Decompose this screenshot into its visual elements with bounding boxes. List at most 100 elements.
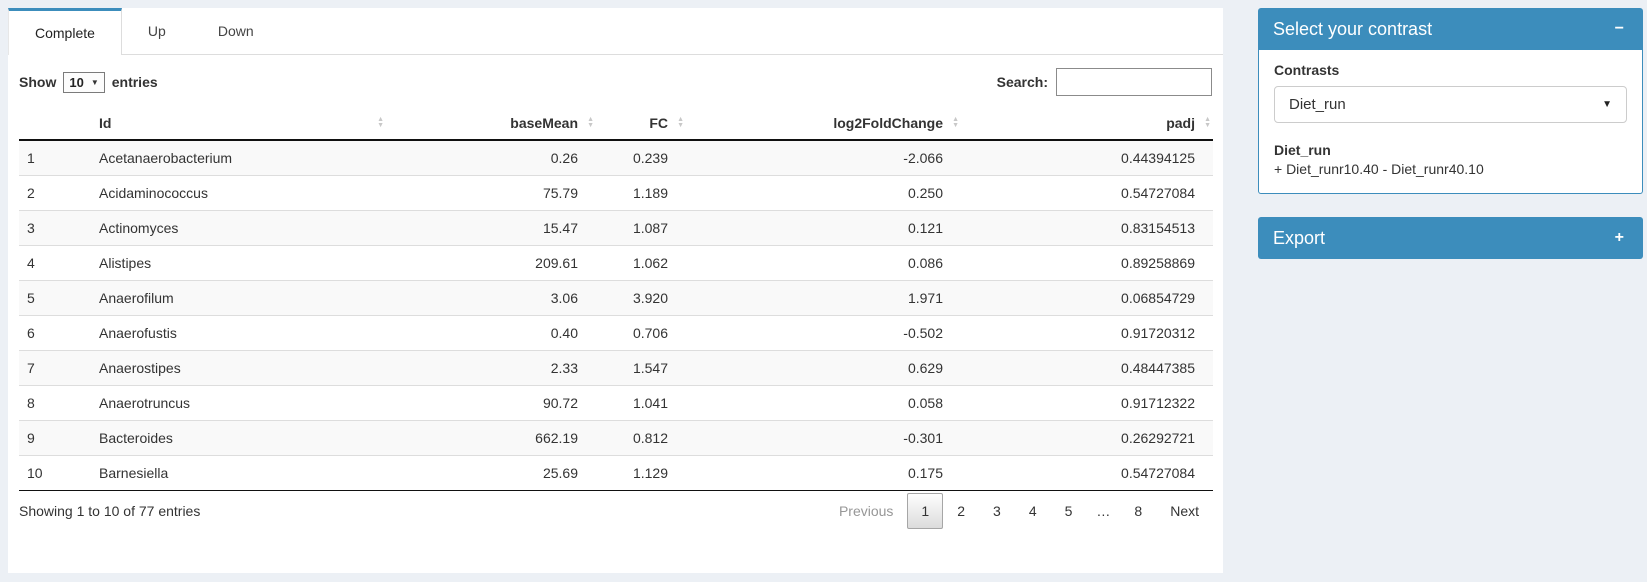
table-row[interactable]: 5 Anaerofilum 3.06 3.920 1.971 0.0685472… xyxy=(19,280,1213,316)
table-info: Showing 1 to 10 of 77 entries xyxy=(19,503,201,519)
cell-log2fc: 0.250 xyxy=(686,175,961,211)
column-header-rownum xyxy=(19,107,91,141)
cell-basemean: 0.26 xyxy=(550,150,578,166)
results-panel: Complete Up Down Show 10 ▼ entries Searc… xyxy=(8,8,1223,573)
page-button-1[interactable]: 1 xyxy=(907,493,944,529)
column-header-log2foldchange[interactable]: log2FoldChange ▲ ▼ xyxy=(686,107,961,141)
cell-basemean: 0.40 xyxy=(386,315,596,351)
contrast-box-title: Select your contrast xyxy=(1273,18,1433,39)
table-row[interactable]: 8 Anaerotruncus 90.72 1.041 0.058 0.9171… xyxy=(19,385,1213,421)
cell-log2fc: 0.175 xyxy=(686,455,961,491)
table-search-control: Search: xyxy=(997,68,1212,96)
contrast-name: Diet_run xyxy=(1274,142,1331,158)
cell-padj: 0.54727084 xyxy=(961,455,1213,491)
tab-up-label: Up xyxy=(147,23,166,39)
cell-id: Actinomyces xyxy=(91,210,386,246)
cell-fc: 0.812 xyxy=(596,420,686,456)
sort-icon: ▲ ▼ xyxy=(1204,116,1211,129)
sort-icon: ▲ ▼ xyxy=(952,116,959,129)
cell-basemean: 90.72 xyxy=(386,385,596,421)
cell-basemean: 3.06 xyxy=(386,280,596,316)
page-length-control: Show 10 ▼ entries xyxy=(19,71,158,93)
cell-fc: 1.062 xyxy=(596,245,686,281)
cell-padj: 0.89258869 xyxy=(961,245,1213,281)
contrast-box-header: Select your contrast − xyxy=(1258,8,1643,50)
results-tabs: Complete Up Down xyxy=(8,8,1223,55)
column-header-padj[interactable]: padj ▲ ▼ xyxy=(961,107,1213,141)
page-button-8[interactable]: 8 xyxy=(1134,503,1143,519)
page-button-2[interactable]: 2 xyxy=(957,503,966,519)
cell-log2fc: 0.629 xyxy=(686,350,961,386)
search-input[interactable] xyxy=(1056,68,1212,96)
tab-complete-label: Complete xyxy=(35,25,95,41)
cell-padj: 0.48447385 xyxy=(961,350,1213,386)
cell-log2fc: 0.086 xyxy=(686,245,961,281)
cell-fc: 1.547 xyxy=(596,350,686,386)
results-table: Id ▲ ▼ baseMean ▲ ▼ FC ▲ ▼ log2FoldChange ▲… xyxy=(19,107,1213,491)
next-page-button[interactable]: Next xyxy=(1170,503,1199,519)
contrast-select[interactable]: Diet_run ▼ xyxy=(1274,86,1627,123)
sort-icon: ▲ ▼ xyxy=(377,116,384,129)
cell-padj: 0.83154513 xyxy=(961,210,1213,246)
cell-padj: 0.91712322 xyxy=(961,385,1213,421)
table-row[interactable]: 7 Anaerostipes 2.33 1.547 0.629 0.484473… xyxy=(19,350,1213,386)
cell-log2fc: 1.971 xyxy=(686,280,961,316)
table-row[interactable]: 2 Acidaminococcus 75.79 1.189 0.250 0.54… xyxy=(19,175,1213,211)
table-header-row: Id ▲ ▼ baseMean ▲ ▼ FC ▲ ▼ log2FoldChange ▲… xyxy=(19,107,1213,141)
export-box-header: Export + xyxy=(1258,217,1643,259)
cell-fc: 1.189 xyxy=(596,175,686,211)
cell-log2fc: -0.502 xyxy=(686,315,961,351)
cell-id: Barnesiella xyxy=(91,455,386,491)
cell-basemean: 15.47 xyxy=(386,210,596,246)
table-row[interactable]: 1 Acetanaerobacterium 0.26 0.239 -2.066 … xyxy=(19,140,1213,176)
cell-log2fc: -0.301 xyxy=(686,420,961,456)
page-length-select[interactable]: 10 ▼ xyxy=(63,71,105,93)
cell-id: Anaerofilum xyxy=(91,280,386,316)
cell-basemean: 662.19 xyxy=(386,420,596,456)
cell-padj: 0.26292721 xyxy=(961,420,1213,456)
cell-log2fc: 0.121 xyxy=(686,210,961,246)
tab-complete[interactable]: Complete xyxy=(8,8,122,55)
table-row[interactable]: 3 Actinomyces 15.47 1.087 0.121 0.831545… xyxy=(19,210,1213,246)
tab-down-label: Down xyxy=(217,23,254,39)
table-row[interactable]: 10 Barnesiella 25.69 1.129 0.175 0.54727… xyxy=(19,455,1213,491)
cell-id: Bacteroides xyxy=(91,420,386,456)
pagination: Previous 1 2 3 4 5 … 8 Next xyxy=(825,493,1213,529)
sidebar: Select your contrast − Contrasts Diet_ru… xyxy=(1258,8,1643,282)
chevron-down-icon: ▼ xyxy=(1602,99,1612,110)
column-header-basemean[interactable]: baseMean ▲ ▼ xyxy=(386,107,596,141)
cell-basemean: 25.69 xyxy=(386,455,596,491)
cell-basemean: 209.61 xyxy=(386,245,596,281)
contrast-box-body: Contrasts Diet_run ▼ Diet_run + Diet_run… xyxy=(1258,50,1643,194)
contrasts-label: Contrasts xyxy=(1274,62,1340,78)
tab-down[interactable]: Down xyxy=(192,8,280,54)
cell-id: Acetanaerobacterium xyxy=(99,150,233,166)
pagination-ellipsis: … xyxy=(1096,503,1111,519)
cell-fc: 1.041 xyxy=(596,385,686,421)
page-button-5[interactable]: 5 xyxy=(1064,503,1073,519)
page-button-3[interactable]: 3 xyxy=(993,503,1001,519)
table-row[interactable]: 9 Bacteroides 662.19 0.812 -0.301 0.2629… xyxy=(19,420,1213,456)
cell-basemean: 2.33 xyxy=(386,350,596,386)
table-row[interactable]: 4 Alistipes 209.61 1.062 0.086 0.8925886… xyxy=(19,245,1213,281)
cell-padj: 0.91720312 xyxy=(961,315,1213,351)
cell-fc: 3.920 xyxy=(596,280,686,316)
cell-padj: 0.44394125 xyxy=(1121,150,1195,166)
cell-log2fc: 0.058 xyxy=(686,385,961,421)
column-header-fc[interactable]: FC ▲ ▼ xyxy=(596,107,686,141)
cell-padj: 0.06854729 xyxy=(961,280,1213,316)
column-header-id[interactable]: Id ▲ ▼ xyxy=(91,107,386,141)
cell-id: Anaerofustis xyxy=(91,315,386,351)
page-button-4[interactable]: 4 xyxy=(1028,503,1037,519)
cell-id: Alistipes xyxy=(91,245,386,281)
tab-up[interactable]: Up xyxy=(122,8,192,54)
expand-plus-icon[interactable]: + xyxy=(1614,229,1624,246)
table-row[interactable]: 6 Anaerofustis 0.40 0.706 -0.502 0.91720… xyxy=(19,315,1213,351)
sort-icon: ▲ ▼ xyxy=(677,116,684,129)
export-box: Export + xyxy=(1258,217,1643,259)
collapse-minus-icon[interactable]: − xyxy=(1614,20,1624,37)
cell-fc: 0.706 xyxy=(596,315,686,351)
previous-page-button[interactable]: Previous xyxy=(838,503,894,519)
sort-icon: ▲ ▼ xyxy=(587,116,594,129)
page-length-value: 10 xyxy=(69,74,84,90)
